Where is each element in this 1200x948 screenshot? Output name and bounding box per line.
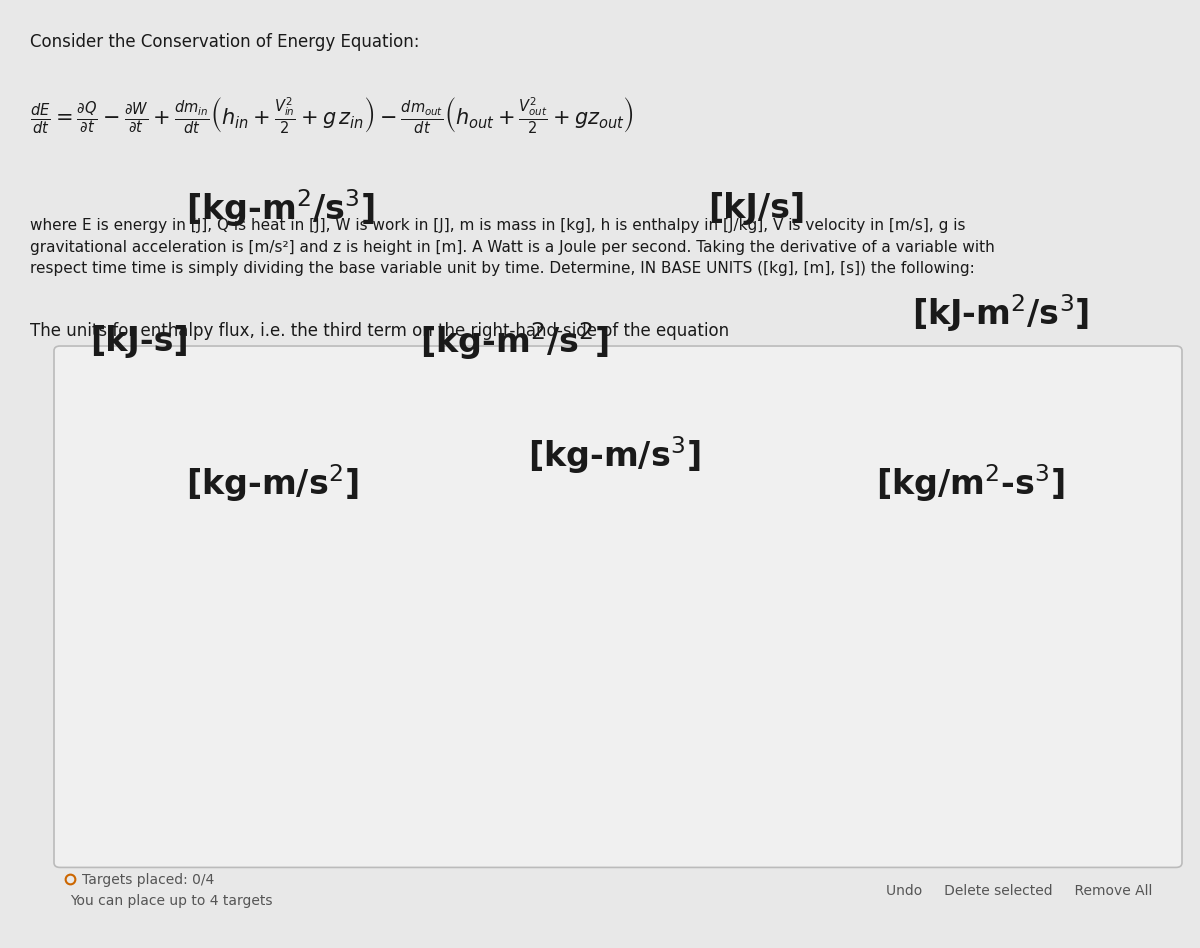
Text: $\frac{dE}{dt} = \frac{\partial Q}{\partial t} - \frac{\partial W}{\partial t} +: $\frac{dE}{dt} = \frac{\partial Q}{\part… bbox=[30, 95, 634, 135]
Text: Undo     Delete selected     Remove All: Undo Delete selected Remove All bbox=[886, 884, 1152, 898]
Text: [kg-m/s$^2$]: [kg-m/s$^2$] bbox=[186, 463, 359, 504]
Text: [kg-m/s$^3$]: [kg-m/s$^3$] bbox=[528, 434, 701, 476]
Text: The units for enthalpy flux, i.e. the third term on the right-hand-side of the e: The units for enthalpy flux, i.e. the th… bbox=[30, 322, 730, 340]
Text: [kg/m$^2$-s$^3$]: [kg/m$^2$-s$^3$] bbox=[876, 463, 1064, 504]
Text: Consider the Conservation of Energy Equation:: Consider the Conservation of Energy Equa… bbox=[30, 33, 420, 51]
Text: [kg-m$^2$/s$^3$]: [kg-m$^2$/s$^3$] bbox=[186, 188, 374, 229]
Text: [kJ-m$^2$/s$^3$]: [kJ-m$^2$/s$^3$] bbox=[912, 292, 1090, 334]
Text: [kJ-s]: [kJ-s] bbox=[90, 325, 188, 357]
Text: Targets placed: 0/4: Targets placed: 0/4 bbox=[82, 873, 214, 886]
Text: [kJ/s]: [kJ/s] bbox=[708, 192, 805, 225]
Text: where E is energy in [J], Q is heat in [J], W is work in [J], m is mass in [kg],: where E is energy in [J], Q is heat in [… bbox=[30, 218, 995, 276]
FancyBboxPatch shape bbox=[54, 346, 1182, 867]
Text: You can place up to 4 targets: You can place up to 4 targets bbox=[70, 894, 272, 907]
Text: [kg-m$^2$/s$^2$]: [kg-m$^2$/s$^2$] bbox=[420, 320, 608, 362]
